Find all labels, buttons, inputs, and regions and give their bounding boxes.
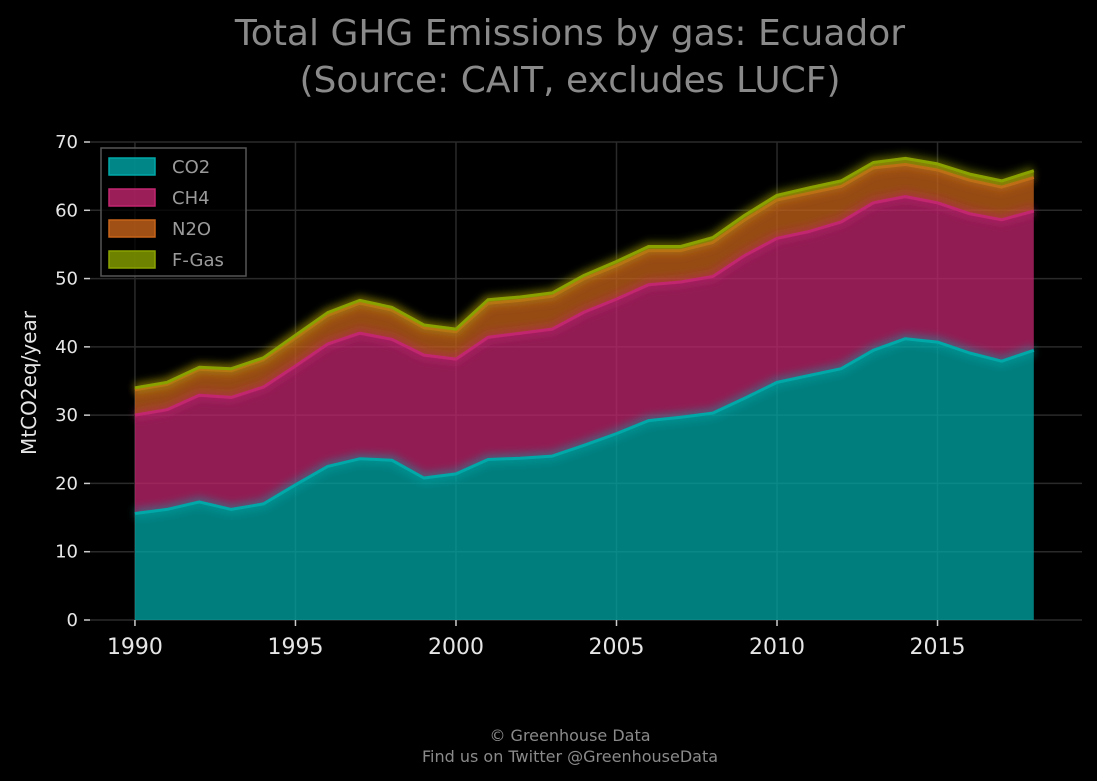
legend-swatch-n2o xyxy=(108,219,156,238)
legend-swatch-ch4 xyxy=(108,188,156,207)
x-tick-label-1995: 1995 xyxy=(267,635,323,660)
chart-title-line-2: (Source: CAIT, excludes LUCF) xyxy=(299,60,840,101)
line-f-gas xyxy=(134,156,1035,390)
y-tick-label-30: 30 xyxy=(55,405,78,426)
legend-label-f-gas: F-Gas xyxy=(172,250,224,271)
line-ch4 xyxy=(134,195,1035,417)
y-axis-label: MtCO2eq/year xyxy=(17,310,41,455)
x-tick-label-2000: 2000 xyxy=(428,635,484,660)
legend: CO2 CH4 N2O F-Gas xyxy=(100,147,247,277)
y-tick-label-70: 70 xyxy=(55,132,78,153)
line-co2 xyxy=(134,337,1035,515)
x-tick-label-2015: 2015 xyxy=(910,635,966,660)
y-tick-label-0: 0 xyxy=(67,610,78,631)
chart-title-line-1: Total GHG Emissions by gas: Ecuador xyxy=(234,13,905,54)
legend-swatch-f-gas xyxy=(108,250,156,269)
legend-label-n2o: N2O xyxy=(172,219,211,240)
y-tick-label-40: 40 xyxy=(55,337,78,358)
area-ch4 xyxy=(134,196,1034,514)
stacked-areas xyxy=(134,153,1036,620)
area-co2 xyxy=(134,338,1034,620)
y-axis-ticks: 0 10 20 30 40 50 60 70 xyxy=(55,132,90,631)
y-tick-label-10: 10 xyxy=(55,542,78,563)
x-tick-label-2010: 2010 xyxy=(749,635,805,660)
x-tick-label-2005: 2005 xyxy=(588,635,644,660)
y-tick-label-50: 50 xyxy=(55,269,78,290)
legend-swatch-co2 xyxy=(108,157,156,176)
y-tick-label-20: 20 xyxy=(55,473,78,494)
legend-label-ch4: CH4 xyxy=(172,188,210,209)
footer-copyright: © Greenhouse Data xyxy=(489,726,650,745)
footer-twitter: Find us on Twitter @GreenhouseData xyxy=(422,747,718,766)
y-tick-label-60: 60 xyxy=(55,200,78,221)
legend-label-co2: CO2 xyxy=(172,157,210,178)
x-tick-label-1990: 1990 xyxy=(107,635,163,660)
x-axis-ticks: 1990 1995 2000 2005 2010 2015 xyxy=(107,620,966,660)
